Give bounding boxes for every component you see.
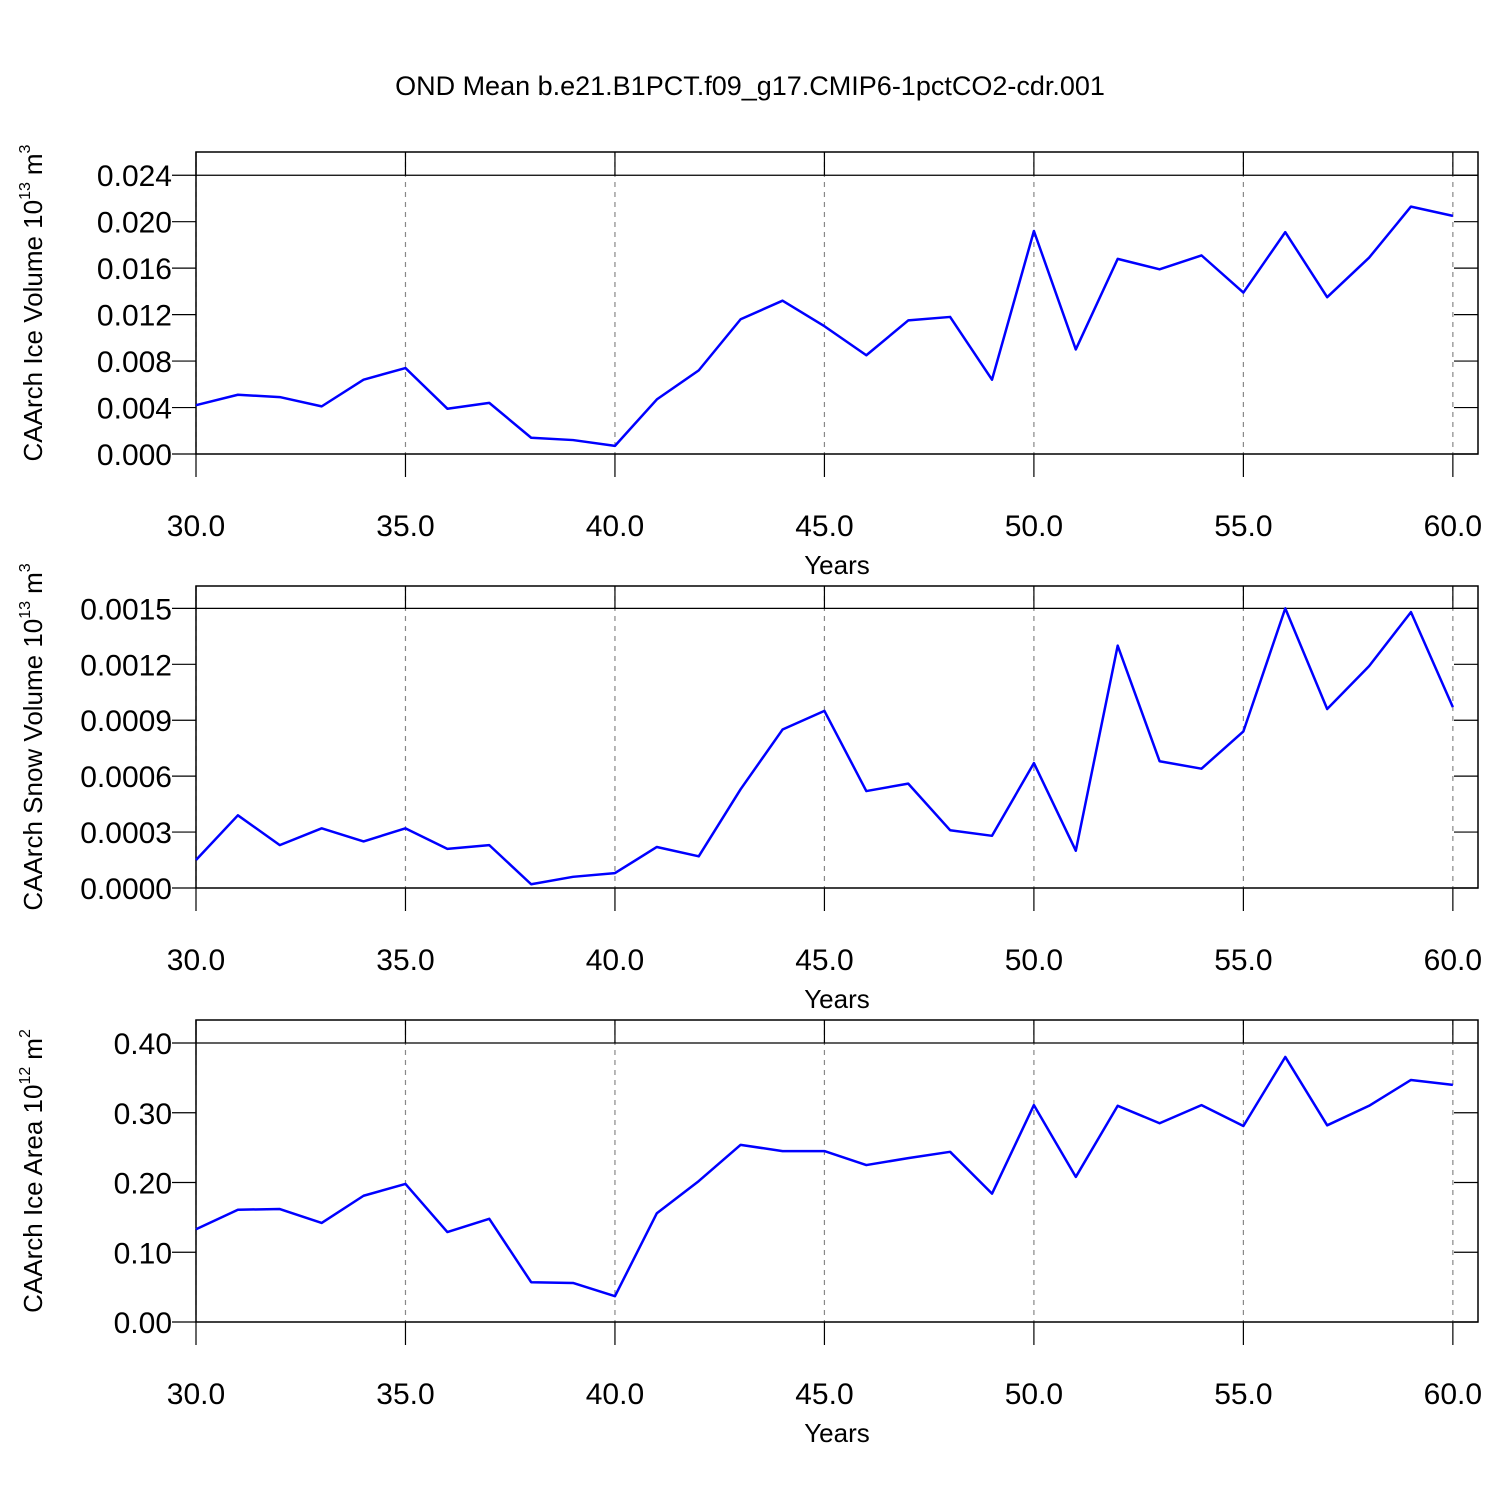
y-axis-label-part: m: [18, 572, 48, 594]
plot-frame: [195, 585, 1479, 889]
x-axis-label: Years: [804, 1418, 870, 1448]
x-tick-label: 35.0: [376, 510, 434, 543]
y-tick-label: 0.30: [114, 1098, 172, 1131]
x-tick-label: 60.0: [1424, 510, 1482, 543]
y-tick-label: 0.0012: [80, 649, 172, 682]
x-tick-label: 45.0: [795, 510, 853, 543]
x-tick-label: 30.0: [167, 1378, 225, 1411]
data-line: [195, 607, 1455, 886]
x-tick-label: 55.0: [1214, 944, 1272, 977]
y-tick-label: 0.000: [97, 439, 172, 472]
y-axis-label: CAArch Snow Volume 1013 m3: [17, 563, 48, 910]
x-tick-label: 35.0: [376, 1378, 434, 1411]
y-axis-label: CAArch Ice Volume 1013 m3: [17, 144, 48, 461]
x-tick-label: 40.0: [586, 510, 644, 543]
y-axis-label: CAArch Ice Area 1012 m2: [17, 1029, 48, 1313]
x-tick-label: 30.0: [167, 944, 225, 977]
x-tick-label: 30.0: [167, 510, 225, 543]
data-line: [195, 1055, 1454, 1298]
x-tick-label: 45.0: [795, 1378, 853, 1411]
y-tick-label: 0.0003: [80, 817, 172, 850]
y-tick-label: 0.0000: [80, 873, 172, 906]
x-axis-label: Years: [804, 550, 870, 580]
y-axis-label-superscript: 13: [17, 182, 34, 200]
x-tick-label: 55.0: [1214, 510, 1272, 543]
y-tick-label: 0.008: [97, 346, 172, 379]
data-line: [195, 205, 1454, 448]
y-tick-label: 0.20: [114, 1168, 172, 1201]
y-tick-label: 0.012: [97, 300, 172, 333]
y-tick-label: 0.0009: [80, 705, 172, 738]
x-tick-label: 45.0: [795, 944, 853, 977]
x-tick-label: 60.0: [1424, 944, 1482, 977]
y-tick-label: 0.40: [114, 1028, 172, 1061]
y-axis-label-superscript: 3: [17, 144, 34, 153]
y-tick-label: 0.0015: [80, 593, 172, 626]
y-tick-label: 0.020: [97, 207, 172, 240]
x-tick-label: 35.0: [376, 944, 434, 977]
y-tick-label: 0.00: [114, 1307, 172, 1340]
x-tick-label: 50.0: [1005, 944, 1063, 977]
y-tick-label: 0.016: [97, 253, 172, 286]
figure-title: OND Mean b.e21.B1PCT.f09_g17.CMIP6-1pctC…: [395, 71, 1105, 101]
y-axis-label-superscript: 3: [17, 563, 34, 572]
y-axis-label-part: m: [18, 1038, 48, 1060]
y-tick-label: 0.024: [97, 160, 172, 193]
plot-frame: [195, 151, 1479, 455]
x-tick-label: 40.0: [586, 944, 644, 977]
y-axis-label-part: CAArch Snow Volume 10: [18, 619, 48, 911]
y-axis-label-superscript: 12: [17, 1067, 34, 1085]
x-tick-label: 55.0: [1214, 1378, 1272, 1411]
plot-frame: [195, 1019, 1479, 1323]
y-tick-label: 0.004: [97, 393, 172, 426]
y-axis-label-superscript: 2: [17, 1029, 34, 1038]
y-tick-label: 0.0006: [80, 761, 172, 794]
x-axis-label: Years: [804, 984, 870, 1014]
y-axis-label-part: CAArch Ice Volume 10: [18, 200, 48, 462]
y-axis-label-superscript: 13: [17, 601, 34, 619]
x-tick-label: 40.0: [586, 1378, 644, 1411]
x-tick-label: 50.0: [1005, 510, 1063, 543]
x-tick-label: 50.0: [1005, 1378, 1063, 1411]
y-tick-label: 0.10: [114, 1237, 172, 1270]
y-axis-label-part: CAArch Ice Area 10: [18, 1085, 48, 1313]
y-axis-label-part: m: [18, 153, 48, 175]
x-tick-label: 60.0: [1424, 1378, 1482, 1411]
